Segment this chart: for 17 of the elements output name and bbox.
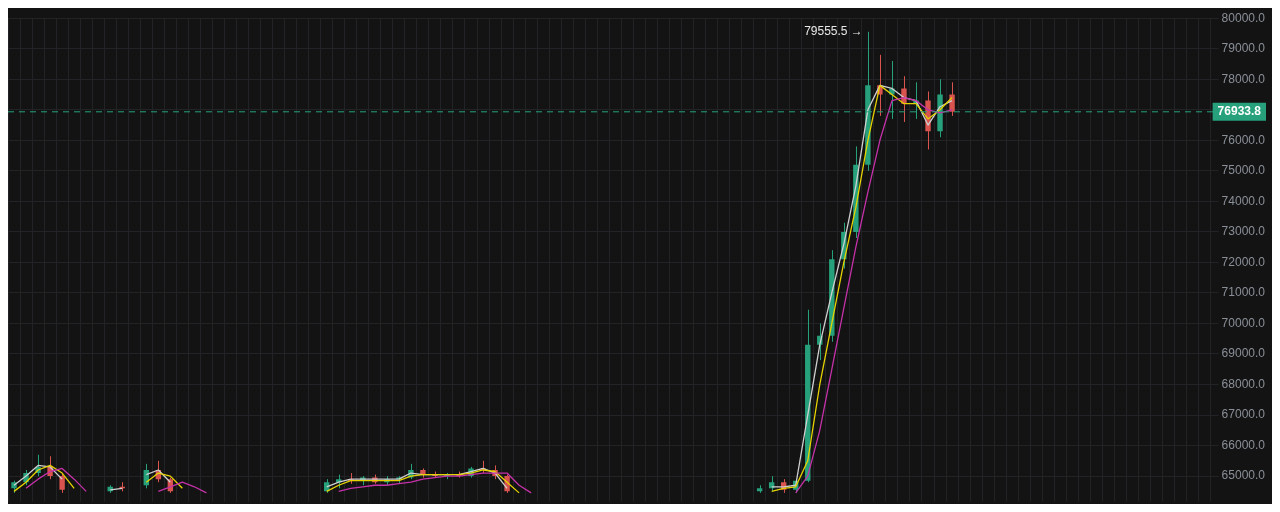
y-tick-label: 66000.0 <box>1221 437 1266 452</box>
y-tick-label: 74000.0 <box>1221 193 1266 208</box>
annotation: 79555.5 → <box>804 24 863 39</box>
y-tick-label: 72000.0 <box>1221 254 1266 269</box>
y-tick-label: 70000.0 <box>1221 315 1266 330</box>
y-tick-label: 71000.0 <box>1221 285 1266 300</box>
y-tick-label: 79000.0 <box>1221 41 1266 56</box>
y-tick-label: 67000.0 <box>1221 407 1266 422</box>
ref-line-label: 76933.8 <box>1217 104 1262 119</box>
y-tick-label: 69000.0 <box>1221 346 1266 361</box>
y-tick-label: 65000.0 <box>1221 468 1266 483</box>
y-tick-label: 80000.0 <box>1221 10 1266 25</box>
y-tick-label: 73000.0 <box>1221 224 1266 239</box>
y-tick-label: 78000.0 <box>1221 71 1266 86</box>
y-tick-label: 68000.0 <box>1221 376 1266 391</box>
y-tick-label: 75000.0 <box>1221 163 1266 178</box>
y-tick-label: 76000.0 <box>1221 132 1266 147</box>
